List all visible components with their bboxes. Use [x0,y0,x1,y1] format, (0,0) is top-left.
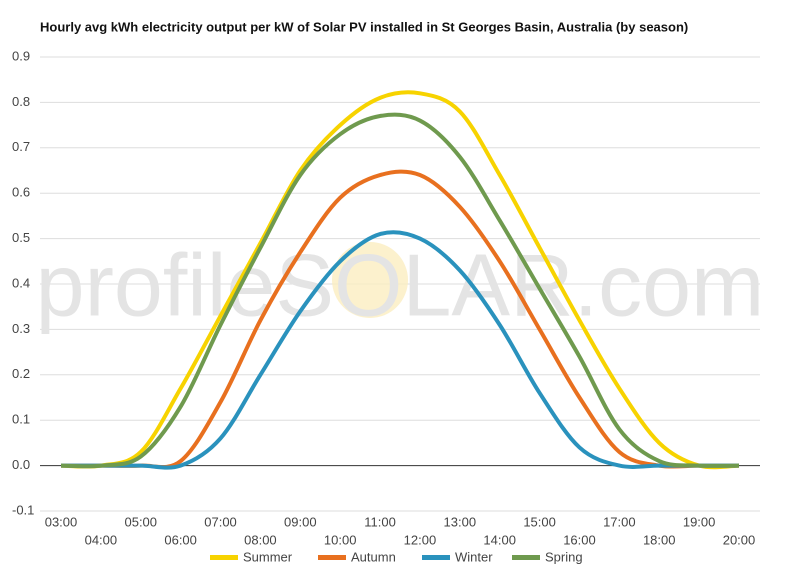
legend-label: Spring [545,549,583,564]
x-tick-label: 09:00 [284,514,317,529]
series-line [60,90,740,470]
legend-label: Summer [243,549,293,564]
y-tick-label: 0.0 [12,457,30,472]
legend-swatch [318,555,346,560]
x-tick-label: 11:00 [364,514,396,529]
x-tick-label: 16:00 [563,532,596,547]
watermark-sun [332,242,408,318]
x-tick-label: 04:00 [85,532,118,547]
legend-swatch [512,555,540,560]
x-tick-label: 06:00 [164,532,197,547]
y-tick-label: 0.7 [12,139,30,154]
watermark: profileSOLAR.com [36,235,765,334]
x-tick-label: 19:00 [683,514,716,529]
y-tick-label: 0.9 [12,48,30,63]
x-tick-label: 07:00 [204,514,237,529]
chart-title: Hourly avg kWh electricity output per kW… [40,19,688,34]
y-tick-label: 0.8 [12,94,30,109]
x-tick-label: 18:00 [643,532,676,547]
x-tick-label: 15:00 [523,514,556,529]
y-tick-label: -0.1 [12,502,34,517]
y-tick-label: 0.5 [12,230,30,245]
x-tick-label: 17:00 [603,514,636,529]
x-tick-label: 20:00 [723,532,756,547]
legend-label: Autumn [351,549,396,564]
x-tick-label: 08:00 [244,532,277,547]
x-tick-label: 13:00 [444,514,477,529]
series-line [60,112,740,469]
legend-label: Winter [455,549,493,564]
y-tick-label: 0.2 [12,366,30,381]
x-tick-label: 05:00 [124,514,157,529]
x-tick-label: 12:00 [404,532,437,547]
x-tick-label: 10:00 [324,532,357,547]
legend-swatch [422,555,450,560]
series-line [61,230,739,470]
y-tick-label: 0.1 [12,412,30,427]
y-tick-label: 0.3 [12,321,30,336]
y-tick-label: 0.4 [12,275,30,290]
y-tick-label: 0.6 [12,185,30,200]
x-tick-label: 03:00 [45,514,78,529]
series-line [61,169,739,470]
legend-swatch [210,555,238,560]
x-tick-label: 14:00 [483,532,516,547]
